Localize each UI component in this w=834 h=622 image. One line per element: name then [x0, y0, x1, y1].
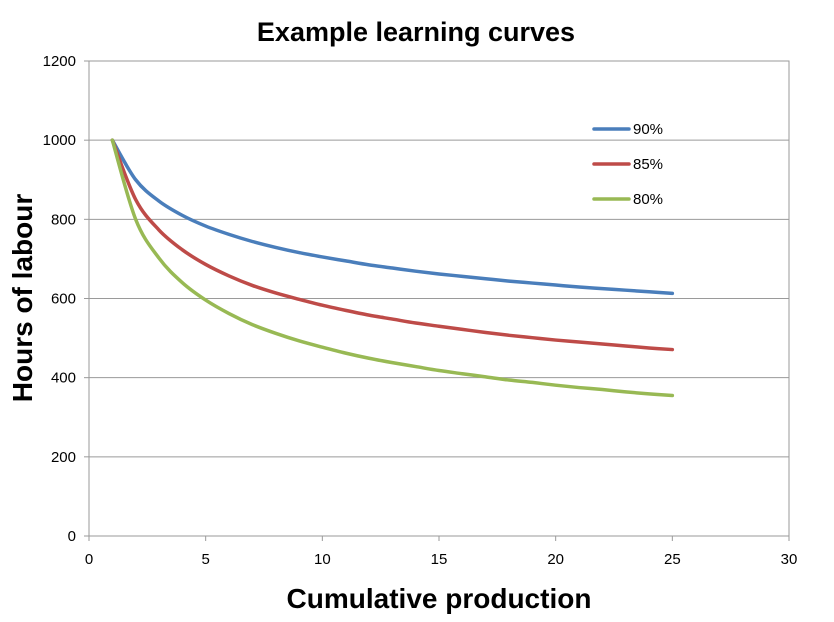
x-tick-label: 20	[547, 551, 564, 568]
series-line-90pct	[110, 138, 675, 296]
x-tick-label: 5	[201, 551, 209, 568]
y-tick-label: 1000	[43, 132, 76, 149]
x-tick-label: 25	[664, 551, 681, 568]
y-axis-title: Hours of labour	[7, 194, 38, 403]
x-tick-label: 30	[781, 551, 798, 568]
y-tick-label: 400	[51, 370, 76, 387]
grid-layer	[89, 139, 789, 458]
legend: 90% 85% 80%	[592, 121, 663, 208]
y-tick-label: 200	[51, 449, 76, 466]
x-axis-ticks: 0 5 10 15 20 25 30	[85, 536, 798, 568]
y-axis-ticks: 0 200 400 600 800 1000 1200	[43, 53, 89, 545]
y-tick-label: 600	[51, 291, 76, 308]
series-line-85pct	[110, 138, 675, 352]
legend-label: 90%	[633, 121, 663, 138]
x-tick-label: 0	[85, 551, 93, 568]
y-tick-label: 800	[51, 211, 76, 228]
y-tick-label: 1200	[43, 53, 76, 70]
chart-title: Example learning curves	[257, 17, 575, 47]
legend-label: 85%	[633, 156, 663, 173]
series-layer	[110, 138, 675, 398]
x-tick-label: 10	[314, 551, 331, 568]
series-line-80pct	[110, 138, 675, 398]
x-axis-title: Cumulative production	[287, 583, 592, 614]
y-tick-label: 0	[68, 528, 76, 545]
x-tick-label: 15	[431, 551, 448, 568]
legend-label: 80%	[633, 191, 663, 208]
